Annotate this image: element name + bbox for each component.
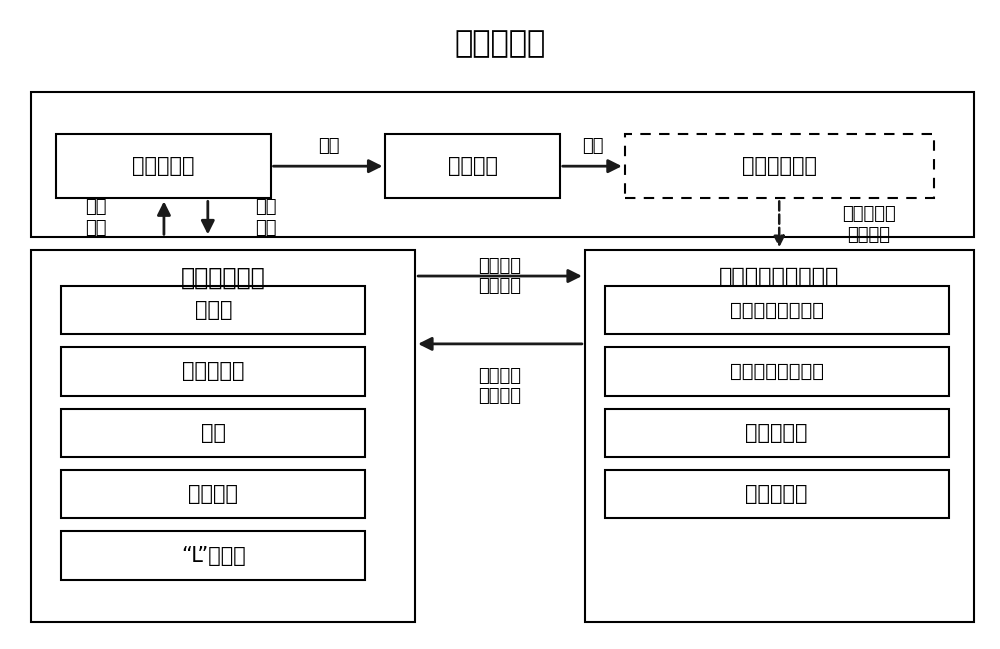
Text: 多功能数据采集卡: 多功能数据采集卡 [730,300,824,319]
Text: 上位机系统: 上位机系统 [454,29,546,58]
Text: 模拟驾驶台架: 模拟驾驶台架 [181,265,266,289]
Text: 踏板: 踏板 [201,422,226,443]
Bar [61,347,365,396]
Bar [61,470,365,519]
Bar [61,408,365,457]
Bar [31,92,974,238]
Bar [605,347,949,396]
Bar [625,134,934,199]
Text: 扭矩传感器: 扭矩传感器 [745,422,808,443]
Text: 显示: 显示 [582,137,603,155]
Text: 输出电机
控制信号: 输出电机 控制信号 [479,367,522,406]
Bar [605,470,949,519]
Text: 虚拟驾驶场景: 虚拟驾驶场景 [742,156,817,176]
Text: 转向器支架: 转向器支架 [182,361,245,382]
Text: 角度编码器: 角度编码器 [745,484,808,504]
Text: 显示设备: 显示设备 [448,156,498,176]
Text: “L”型底座: “L”型底座 [181,546,246,565]
Text: 转向器: 转向器 [195,300,232,320]
Bar [605,408,949,457]
Text: 上传
数据: 上传 数据 [85,199,107,238]
Bar [61,286,365,334]
Text: 数据采集与控制系统: 数据采集与控制系统 [719,267,839,288]
Bar [56,134,271,199]
Text: 下达
指令: 下达 指令 [255,199,276,238]
Bar [385,134,560,199]
Text: 汽车座椅: 汽车座椅 [188,484,238,504]
Text: 输出: 输出 [318,137,339,155]
Bar [31,250,415,622]
Text: 采集转角
转矩信号: 采集转角 转矩信号 [479,256,522,295]
Bar [585,250,974,622]
Bar [605,286,949,334]
Text: 直流电机驱动模块: 直流电机驱动模块 [730,362,824,381]
Text: 计算机主机: 计算机主机 [132,156,195,176]
Text: 触觉、视觉
同步反馈: 触觉、视觉 同步反馈 [842,205,896,244]
Bar [61,532,365,580]
